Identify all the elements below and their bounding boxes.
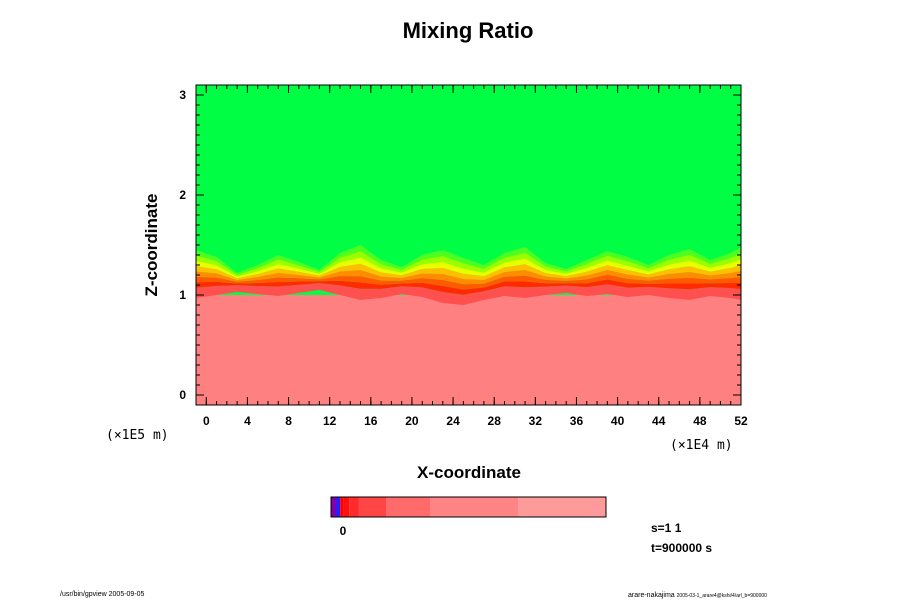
y-minor-ticks [196,94,741,396]
plot-area [195,84,742,406]
colorbar-swatch [430,497,518,517]
x-tick-label: 40 [611,414,625,428]
chart-title: Mixing Ratio [403,18,534,43]
y-tick-label: 0 [179,388,186,402]
colorbar [330,496,607,518]
x-tick-label: 12 [323,414,337,428]
transition-band-2 [196,274,741,290]
transition-band-5 [196,257,741,279]
x-tick-label: 0 [203,414,210,428]
colorbar-swatch [340,497,344,517]
colorbar-swatch [518,497,606,517]
upper-region [196,85,741,246]
x-tick-label: 8 [285,414,292,428]
annotation-t: t=900000 s [651,541,712,555]
transition-band-3 [196,270,741,285]
x-tick-label: 52 [734,414,748,428]
interface-layer [196,245,741,305]
x-unit-label: (×1E4 m) [670,438,733,453]
transition-band-6 [196,251,741,277]
transition-band-0 [196,283,741,305]
footer-left: /usr/bin/gpview 2005-09-05 [60,591,145,598]
x-tick-label: 32 [529,414,543,428]
footer-right-main: arare-nakajima [628,592,675,599]
x-tick-labels: 0 4 8 12 16 20 24 28 32 36 40 44 48 52 [203,414,748,428]
transition-band-1 [196,279,741,295]
x-tick-label: 44 [652,414,666,428]
y-tick-label: 1 [179,288,186,302]
transition-band-7 [196,245,741,275]
colorbar-swatch [386,497,430,517]
colorbar-swatch [336,497,341,517]
x-axis-label: X-coordinate [417,463,521,482]
y-axis-label: Z-coordinate [142,194,161,297]
x-tick-label: 20 [405,414,419,428]
x-tick-label: 24 [446,414,460,428]
x-tick-label: 28 [488,414,502,428]
colorbar-tick-label: 0 [340,524,347,538]
colorbar-swatch [358,497,386,517]
y-tick-label: 3 [179,88,186,102]
colorbar-swatch [343,497,350,517]
colorbar-swatch [349,497,359,517]
y-tick-label: 2 [179,188,186,202]
colorbar-swatch [331,497,337,517]
footer-right: arare-nakajima 2005-03-1_arare4@kshi/4/a… [628,592,767,599]
x-tick-label: 4 [244,414,251,428]
x-tick-label: 36 [570,414,584,428]
x-minor-ticks [195,85,742,405]
x-tick-label: 16 [364,414,378,428]
annotation-s: s=1 1 [651,521,682,535]
colorbar-frame [330,496,607,518]
transition-band-4 [196,263,741,280]
y-tick-labels: 0 1 2 3 [179,88,186,402]
footer-right-small: 2005-03-1_arare4@kshi/4/arl_b=900000 [677,593,767,599]
x-tick-label: 48 [693,414,707,428]
lower-region [196,295,741,405]
z-unit-label: (×1E5 m) [106,428,169,443]
